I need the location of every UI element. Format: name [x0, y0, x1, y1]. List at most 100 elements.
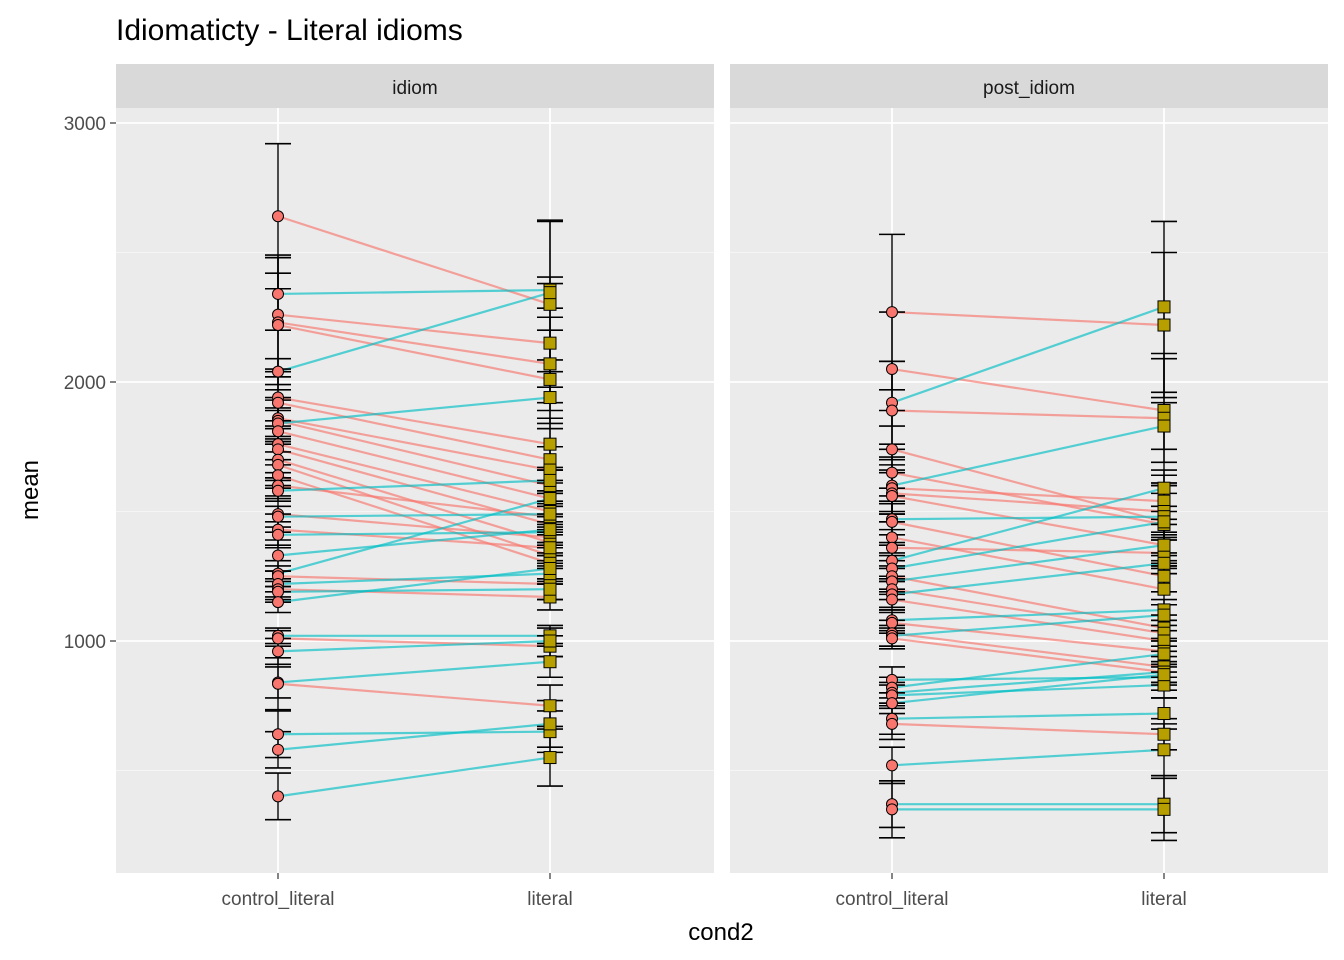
point-control-literal: [272, 510, 284, 523]
point-literal: [1157, 707, 1171, 721]
series-line: [891, 544, 1165, 583]
point-literal: [543, 492, 557, 506]
panel-background: [116, 108, 714, 873]
point-literal: [1157, 668, 1171, 682]
point-control-literal: [886, 466, 898, 479]
x-tick-label: control_literal: [222, 889, 335, 910]
series-line: [891, 598, 1165, 643]
point-control-literal: [272, 458, 284, 471]
series-line: [891, 588, 1165, 635]
point-control-literal: [886, 717, 898, 730]
series-line: [891, 471, 1165, 526]
point-literal: [543, 372, 557, 386]
series-line: [891, 722, 1165, 736]
point-control-literal: [272, 528, 284, 541]
point-literal: [543, 473, 557, 487]
point-control-literal: [272, 365, 284, 378]
point-literal: [543, 357, 557, 371]
point-control-literal: [272, 632, 284, 645]
point-literal: [1157, 743, 1171, 757]
point-literal: [543, 437, 557, 451]
point-control-literal: [272, 443, 284, 456]
point-literal: [1157, 300, 1171, 314]
point-control-literal: [272, 287, 284, 300]
point-control-literal: [272, 677, 284, 690]
point-literal: [543, 286, 557, 300]
series-line: [891, 748, 1165, 767]
point-literal: [543, 523, 557, 537]
point-control-literal: [886, 616, 898, 629]
point-control-literal: [886, 404, 898, 417]
point-literal: [1157, 608, 1171, 622]
series-line: [277, 637, 551, 648]
series-line: [277, 323, 551, 381]
series-line: [277, 396, 551, 425]
point-control-literal: [886, 759, 898, 772]
point-control-literal: [272, 790, 284, 803]
series-line: [891, 424, 1165, 487]
point-control-literal: [272, 596, 284, 609]
panel-idiom: idiom control_literal literal: [116, 64, 714, 910]
point-control-literal: [272, 469, 284, 482]
series-line: [277, 497, 551, 575]
point-literal: [543, 699, 557, 713]
series-lines: [891, 305, 1165, 811]
points: [272, 210, 557, 803]
x-tick-label: literal: [527, 889, 572, 910]
point-literal: [543, 751, 557, 765]
point-literal: [543, 541, 557, 555]
series-line: [891, 367, 1165, 412]
point-literal: [543, 561, 557, 575]
series-line: [891, 487, 1165, 562]
series-line: [277, 567, 551, 604]
point-control-literal: [272, 425, 284, 438]
panel-background: [730, 108, 1328, 873]
series-line: [891, 562, 1165, 596]
series-line: [277, 660, 551, 684]
facet-strip-label: post_idiom: [983, 78, 1075, 99]
series-line: [277, 639, 551, 653]
point-control-literal: [886, 489, 898, 502]
series-line: [891, 614, 1165, 637]
series-line: [891, 520, 1165, 570]
point-control-literal: [886, 632, 898, 645]
series-line: [277, 682, 551, 707]
point-literal: [1157, 802, 1171, 816]
point-control-literal: [886, 363, 898, 376]
series-line: [277, 321, 551, 365]
point-control-literal: [272, 484, 284, 497]
point-literal: [1157, 582, 1171, 596]
series-line: [891, 492, 1165, 513]
point-literal: [543, 717, 557, 731]
series-line: [891, 632, 1165, 668]
series-line: [277, 730, 551, 736]
series-line: [277, 512, 551, 518]
series-line: [891, 670, 1165, 694]
y-axis: 1000 2000 3000: [64, 114, 116, 653]
series-line: [277, 588, 551, 593]
series-line: [891, 487, 1165, 503]
point-literal: [1157, 569, 1171, 583]
point-literal: [1157, 727, 1171, 741]
series-line: [277, 463, 551, 557]
point-literal: [1157, 515, 1171, 529]
series-line: [277, 401, 551, 461]
point-literal: [1157, 318, 1171, 332]
y-tick-label: 2000: [64, 373, 106, 394]
series-line: [891, 621, 1165, 653]
points: [886, 300, 1171, 816]
series-line: [277, 479, 551, 492]
point-literal: [1157, 556, 1171, 570]
series-line: [277, 722, 551, 751]
point-control-literal: [886, 443, 898, 456]
series-line: [891, 676, 1165, 681]
point-literal: [543, 391, 557, 405]
x-axis-title: cond2: [688, 919, 753, 946]
point-control-literal: [272, 743, 284, 756]
series-line: [891, 712, 1165, 720]
facet-strip: [116, 64, 714, 108]
panels: idiom control_literal literal post_idiomcon…: [116, 64, 1328, 910]
series-line: [277, 572, 551, 586]
point-control-literal: [272, 645, 284, 658]
point-literal: [543, 634, 557, 648]
